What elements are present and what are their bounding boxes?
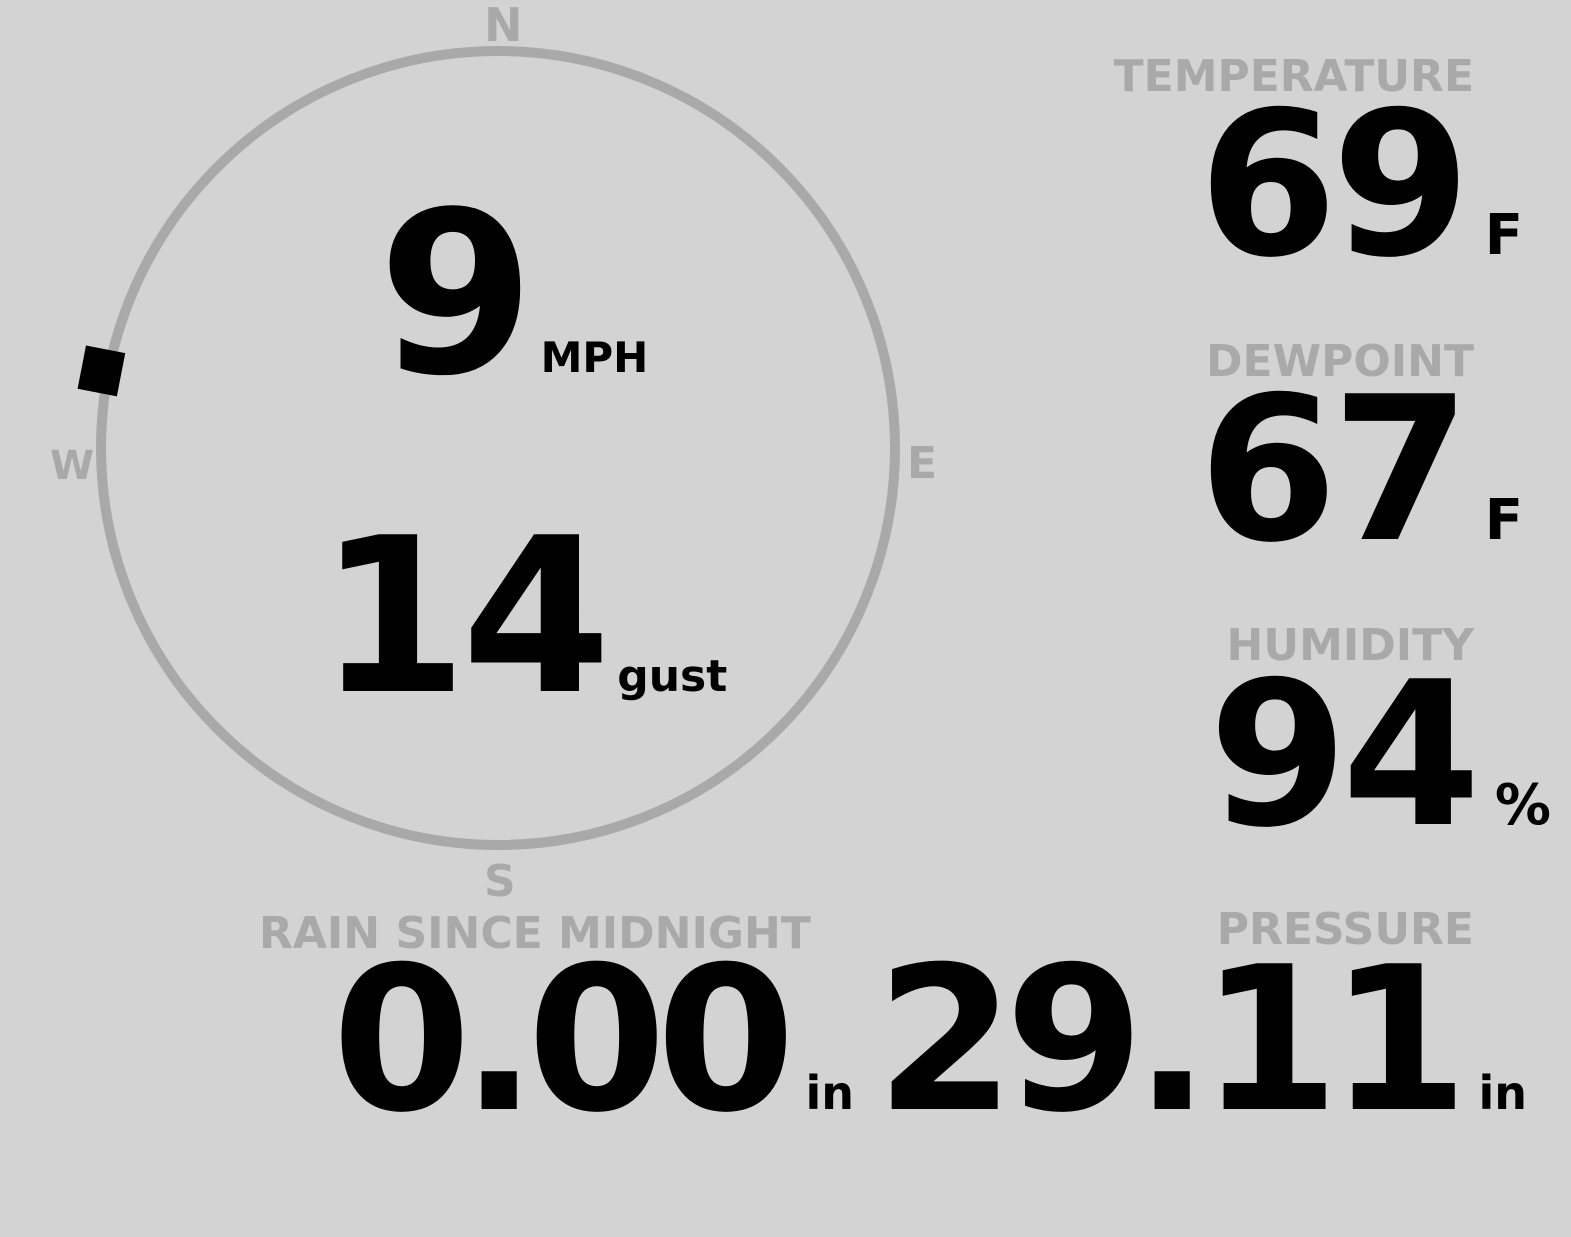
dewpoint: 67 F bbox=[1198, 354, 1523, 587]
humidity: 94 % bbox=[1208, 639, 1551, 872]
pressure: 29.11 in bbox=[875, 924, 1527, 1157]
rain-label: RAIN SINCE MIDNIGHT bbox=[259, 908, 811, 959]
wind-speed: 9 MPH bbox=[378, 164, 649, 426]
compass-n-label: N bbox=[484, 0, 523, 52]
humidity-value: 94 bbox=[1208, 639, 1481, 872]
temperature: 69 F bbox=[1198, 69, 1523, 302]
rain-unit: in bbox=[805, 1066, 854, 1120]
dewpoint-value: 67 bbox=[1198, 354, 1470, 587]
wind-compass bbox=[77, 46, 900, 850]
wind-direction-marker bbox=[77, 345, 126, 397]
pressure-value: 29.11 bbox=[875, 924, 1469, 1157]
dewpoint-unit: F bbox=[1484, 488, 1523, 553]
humidity-unit: % bbox=[1494, 773, 1551, 838]
wind-speed-unit: MPH bbox=[540, 333, 649, 382]
humidity-label: HUMIDITY bbox=[1226, 620, 1474, 671]
rain: 0.00 in bbox=[332, 924, 854, 1157]
dewpoint-label: DEWPOINT bbox=[1206, 336, 1474, 387]
compass-ring bbox=[96, 46, 900, 850]
temperature-value: 69 bbox=[1198, 69, 1470, 302]
compass-s-label: S bbox=[484, 856, 516, 907]
pressure-unit: in bbox=[1478, 1066, 1527, 1120]
compass-e-label: E bbox=[907, 438, 938, 489]
rain-value: 0.00 bbox=[332, 924, 795, 1157]
temperature-label: TEMPERATURE bbox=[1113, 51, 1474, 102]
wind-gust: 14 gust bbox=[318, 491, 728, 742]
wind-gust-value: 14 bbox=[318, 491, 611, 742]
wind-speed-value: 9 bbox=[378, 164, 535, 426]
wind-gust-unit: gust bbox=[617, 651, 728, 702]
compass-w-label: W bbox=[50, 443, 95, 489]
pressure-label: PRESSURE bbox=[1216, 904, 1474, 955]
temperature-unit: F bbox=[1484, 203, 1523, 268]
